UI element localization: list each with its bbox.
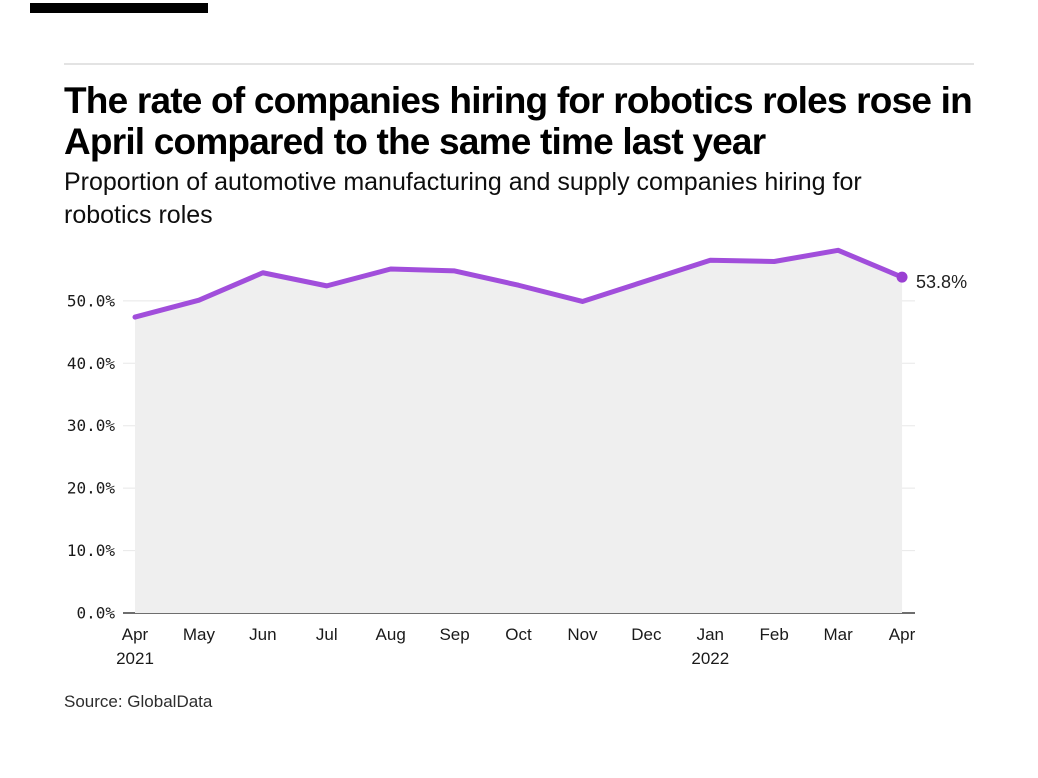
x-tick-label: Jul [316, 625, 338, 644]
page-title: The rate of companies hiring for robotic… [64, 80, 994, 162]
x-tick-label: Jun [249, 625, 276, 644]
x-tick-label: Oct [505, 625, 532, 644]
end-value-label: 53.8% [916, 272, 967, 292]
x-tick-label: Aug [376, 625, 406, 644]
x-tick-label: Apr [122, 625, 149, 644]
end-point-dot [896, 271, 908, 283]
line-chart: 50.0% 40.0% 30.0% 20.0% 10.0% 0.0% 53.8% Apr May… [67, 247, 967, 668]
y-tick-label: 10.0% [67, 541, 116, 560]
area-fill [135, 250, 903, 613]
y-tick-label: 50.0% [67, 291, 116, 310]
source-text: Source: GlobalData [64, 692, 213, 711]
x-tick-label: Nov [567, 625, 598, 644]
page-title-line2: April compared to the same time last yea… [64, 121, 766, 162]
y-tick-label: 0.0% [76, 604, 115, 623]
trend-line [132, 247, 905, 320]
x-tick-label: Feb [760, 625, 789, 644]
x-tick-year-label: 2021 [116, 649, 154, 668]
y-tick-label: 30.0% [67, 416, 116, 435]
x-tick-label: Sep [439, 625, 469, 644]
y-tick-label: 40.0% [67, 354, 116, 373]
x-tick-year-label: 2022 [691, 649, 729, 668]
x-tick-label: Jan [697, 625, 724, 644]
x-tick-label: Mar [823, 625, 853, 644]
header-divider [64, 63, 974, 65]
y-tick-label: 20.0% [67, 479, 116, 498]
page-title-line1: The rate of companies hiring for robotic… [64, 80, 973, 121]
x-tick-label: Dec [631, 625, 662, 644]
x-tick-label: Apr [889, 625, 916, 644]
brand-bar [30, 3, 208, 13]
page-subtitle-line2: robotics roles [64, 201, 213, 229]
page-subtitle: Proportion of automotive manufacturing a… [64, 166, 994, 232]
page-subtitle-line1: Proportion of automotive manufacturing a… [64, 168, 862, 196]
x-tick-label: May [183, 625, 216, 644]
